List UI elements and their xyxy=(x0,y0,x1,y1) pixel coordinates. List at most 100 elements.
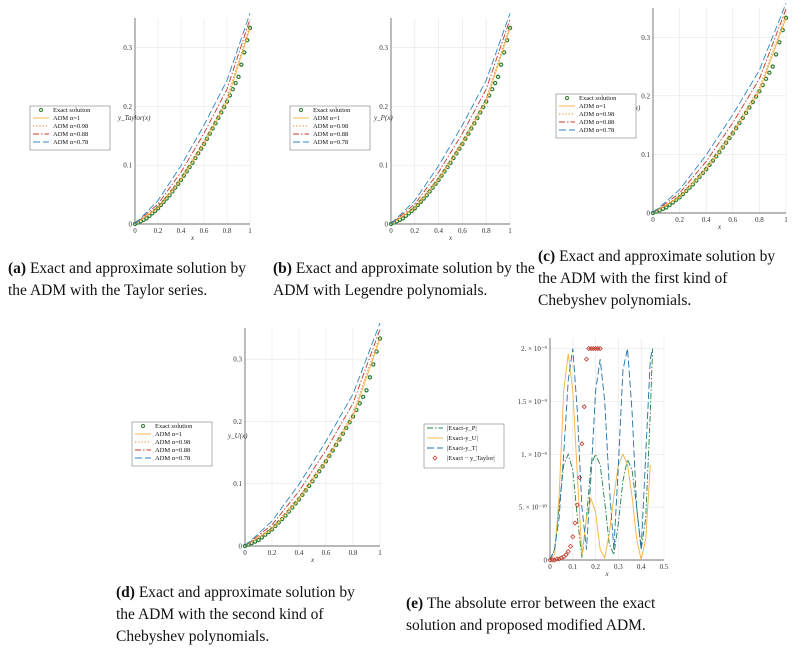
exact-solution-point xyxy=(354,407,359,413)
exact-solution-point xyxy=(445,164,450,170)
legend-entry-label: ADM α=1 xyxy=(313,115,340,122)
caption-e-text: The absolute error between the exact sol… xyxy=(406,595,656,634)
exact-solution-point xyxy=(377,336,383,341)
exact-solution-point xyxy=(207,131,212,136)
y-axis-label: y_Taylor(x) xyxy=(117,114,151,122)
exact-solution-point xyxy=(344,425,349,431)
legend-entry-label: ADM α=1 xyxy=(579,103,606,110)
exact-solution-point xyxy=(204,136,210,142)
exact-solution-point xyxy=(273,523,278,529)
exact-solution-point xyxy=(187,164,192,170)
exact-solution-point xyxy=(364,388,369,393)
taylor-error-point xyxy=(597,346,603,352)
taylor-error-point xyxy=(565,548,571,555)
x-tick-label: 0.6 xyxy=(458,227,467,235)
y-tick-label: 1.5 × 10⁻⁹ xyxy=(518,398,548,406)
y-tick-label: 0.1 xyxy=(233,480,242,488)
y-axis-label: y_U(x) xyxy=(227,432,248,440)
y-tick-label: 0.3 xyxy=(641,34,650,42)
exact-solution-point xyxy=(400,216,406,221)
caption-a-text: Exact and approximate solution by the AD… xyxy=(8,260,247,299)
y-tick-label: 0.2 xyxy=(233,418,242,426)
x-tick-label: 0.5 xyxy=(660,563,669,571)
x-tick-label: 0.8 xyxy=(223,227,232,235)
exact-solution-point xyxy=(415,202,420,208)
exact-solution-point xyxy=(478,110,483,115)
caption-b: (b) Exact and approximate solution by th… xyxy=(273,258,535,302)
x-tick-label: 1 xyxy=(248,227,252,235)
x-tick-label: 1 xyxy=(378,549,382,557)
exact-solution-point xyxy=(457,146,462,151)
exact-solution-point xyxy=(430,185,435,190)
series-line xyxy=(549,353,651,561)
legend-box xyxy=(131,421,213,467)
x-axis-label: x xyxy=(310,556,315,564)
chart-svg-e: 0 0.1 0.2 0.3 0.4 0.5 0 5. × 10⁻¹⁰ 1. × 10⁻⁹ 1.5 … xyxy=(423,338,669,578)
x-tick-label: 0.4 xyxy=(295,549,304,557)
exact-solution-point xyxy=(780,27,785,33)
exact-solution-point xyxy=(374,349,379,354)
exact-solution-point xyxy=(720,145,726,150)
exact-solution-point xyxy=(330,448,335,453)
x-tick-label: 0.6 xyxy=(322,549,331,557)
x-tick-label: 0.4 xyxy=(702,216,711,224)
y-tick-label: 5. × 10⁻¹⁰ xyxy=(519,504,547,512)
caption-b-label: (b) xyxy=(273,260,292,277)
legend-entry-label: ADM α=0.78 xyxy=(53,139,88,146)
series-line xyxy=(390,24,511,225)
x-tick-label: 0.8 xyxy=(349,549,358,557)
exact-solution-point xyxy=(367,375,373,380)
exact-solution-point xyxy=(743,110,749,116)
series-line xyxy=(244,335,381,547)
exact-solution-point xyxy=(239,62,244,67)
exact-solution-point xyxy=(713,154,719,159)
legend-entry-label: ADM α=0.88 xyxy=(579,119,614,126)
legend-entry-label: ADM α=1 xyxy=(155,431,182,438)
series-line xyxy=(652,9,787,214)
exact-solution-point xyxy=(256,537,261,543)
x-tick-label: 0.2 xyxy=(154,227,163,235)
x-tick-label: 0.4 xyxy=(637,563,646,571)
series-line xyxy=(244,338,381,547)
legend-entry-label: |Exact-y_P| xyxy=(447,425,477,432)
y-tick-label: 0.2 xyxy=(641,92,650,100)
legend-entry-label: Exact solution xyxy=(579,95,617,102)
x-tick-label: 0.8 xyxy=(755,216,764,224)
exact-solution-point xyxy=(753,94,759,99)
y-tick-label: 0.3 xyxy=(233,356,242,364)
exact-solution-point xyxy=(767,70,772,75)
x-tick-label: 1 xyxy=(784,216,788,224)
exact-solution-point xyxy=(236,74,241,80)
series-line xyxy=(652,17,787,214)
chart-svg-a: 0 0.2 0.4 0.6 0.8 1 0 0.1 0.2 0.3 x y_Taylor(x) Exac… xyxy=(29,13,252,242)
chart-svg-b: 0 0.2 0.4 0.6 0.8 1 0 0.1 0.2 0.3 x y_P(x) Exact sol… xyxy=(289,13,512,242)
legend-entry-label: ADM α=0.98 xyxy=(155,439,190,446)
chart-svg-d: 0 0.2 0.4 0.6 0.8 1 0 0.1 0.2 0.3 x y_U(x) Exact sol… xyxy=(131,322,383,564)
exact-solution-point xyxy=(495,74,501,80)
caption-c-label: (c) xyxy=(538,248,556,265)
caption-e: (e) The absolute error between the exact… xyxy=(406,593,694,637)
legend-entry-label: ADM α=0.78 xyxy=(155,455,190,462)
caption-d-label: (d) xyxy=(116,584,135,601)
exact-solution-point xyxy=(492,80,498,86)
x-tick-label: 0.6 xyxy=(728,216,737,224)
x-tick-label: 0.3 xyxy=(614,563,623,571)
legend-entry-label: ADM α=0.78 xyxy=(579,127,614,134)
exact-solution-point xyxy=(144,216,149,221)
y-tick-label: 2. × 10⁻⁹ xyxy=(521,345,547,353)
chart-panel-e: 0 0.1 0.2 0.3 0.4 0.5 0 5. × 10⁻¹⁰ 1. × 10⁻⁹ 1.5 … xyxy=(420,330,690,580)
exact-solution-point xyxy=(333,442,339,448)
legend-entry-label: ADM α=1 xyxy=(53,115,80,122)
exact-solution-point xyxy=(178,177,184,183)
legend-box xyxy=(289,105,371,151)
series-line xyxy=(134,19,251,225)
x-tick-label: 0 xyxy=(389,227,393,235)
exact-solution-point xyxy=(750,99,755,105)
chart-panel-a: 0 0.2 0.4 0.6 0.8 1 0 0.1 0.2 0.3 x y_Taylor(x) Exac… xyxy=(0,0,270,250)
series-line xyxy=(390,19,511,225)
exact-solution-point xyxy=(303,488,308,493)
chart-panel-b: 0 0.2 0.4 0.6 0.8 1 0 0.1 0.2 0.3 x y_P(x) Exact sol… xyxy=(268,0,538,250)
exact-solution-point xyxy=(773,52,779,57)
exact-solution-point xyxy=(357,401,362,406)
